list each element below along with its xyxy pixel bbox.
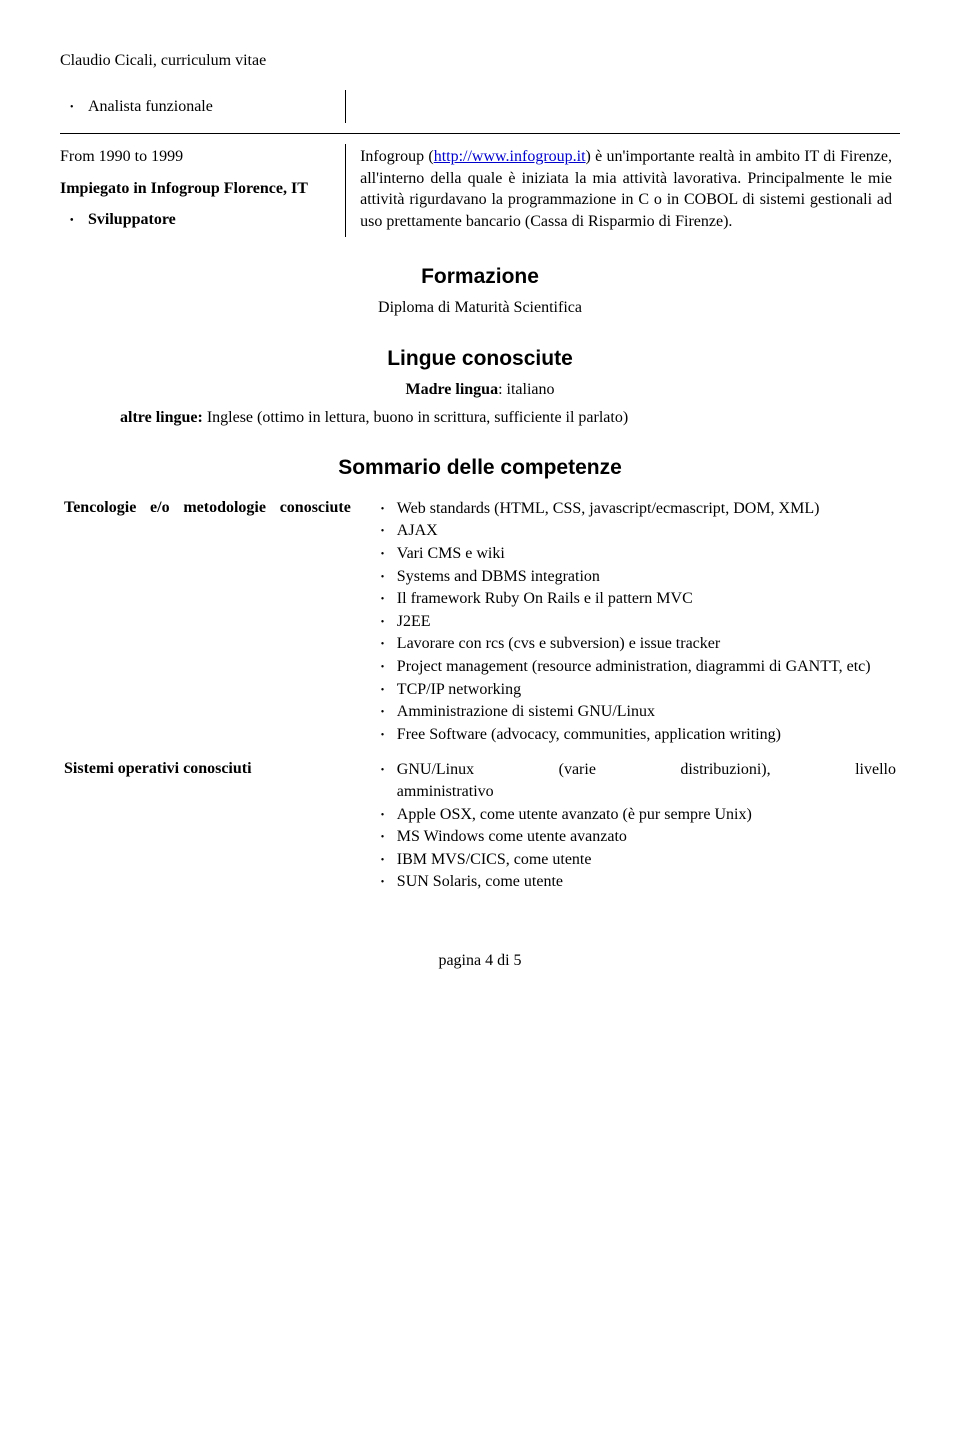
list-item: MS Windows come utente avanzato: [397, 826, 896, 848]
role-item: Analista funzionale: [88, 96, 331, 118]
list-item: TCP/IP networking: [397, 679, 896, 701]
altre-lingue: altre lingue: Inglese (ottimo in lettura…: [120, 407, 900, 429]
altre-value: Inglese (ottimo in lettura, buono in scr…: [203, 409, 628, 426]
list-item: Amministrazione di sistemi GNU/Linux: [397, 701, 896, 723]
sommario-heading: Sommario delle competenze: [60, 454, 900, 482]
list-item: Apple OSX, come utente avanzato (è pur s…: [397, 804, 896, 826]
list-item: J2EE: [397, 611, 896, 633]
altre-label: altre lingue:: [120, 409, 203, 426]
list-item: Systems and DBMS integration: [397, 566, 896, 588]
experience-block-top: Analista funzionale: [60, 90, 900, 124]
os-label: Sistemi operativi conosciuti: [60, 752, 371, 900]
separator: [60, 133, 900, 134]
madre-lingua: Madre lingua: italiano: [60, 379, 900, 401]
tech-list: Web standards (HTML, CSS, javascript/ecm…: [375, 498, 896, 746]
page-footer: pagina 4 di 5: [60, 950, 900, 972]
employer: Impiegato in Infogroup Florence, IT: [60, 178, 331, 200]
list-item: GNU/Linux (varie distribuzioni), livello…: [397, 759, 896, 802]
lingue-heading: Lingue conosciute: [60, 345, 900, 373]
list-item: Free Software (advocacy, communities, ap…: [397, 724, 896, 746]
list-item: Vari CMS e wiki: [397, 543, 896, 565]
formazione-line: Diploma di Maturità Scientifica: [60, 297, 900, 319]
formazione-heading: Formazione: [60, 263, 900, 291]
os-list: GNU/Linux (varie distribuzioni), livello…: [375, 759, 896, 893]
skills-table: Tencologie e/o metodologie conosciute We…: [60, 491, 900, 900]
list-item: IBM MVS/CICS, come utente: [397, 849, 896, 871]
period: From 1990 to 1999: [60, 146, 331, 168]
tech-label-text: Tencologie e/o metodologie conosciute: [64, 499, 351, 516]
list-item: Project management (resource administrat…: [397, 656, 896, 678]
list-item: Web standards (HTML, CSS, javascript/ecm…: [397, 498, 896, 520]
list-item: SUN Solaris, come utente: [397, 871, 896, 893]
tech-label: Tencologie e/o metodologie conosciute: [60, 491, 371, 753]
role-item: Sviluppatore: [88, 209, 331, 231]
madre-label: Madre lingua: [405, 381, 498, 398]
madre-value: : italiano: [498, 381, 554, 398]
desc-prefix: Infogroup (: [360, 148, 434, 165]
list-item: AJAX: [397, 520, 896, 542]
infogroup-link[interactable]: http://www.infogroup.it: [434, 148, 586, 165]
list-item: Il framework Ruby On Rails e il pattern …: [397, 588, 896, 610]
experience-block-infogroup: From 1990 to 1999 Impiegato in Infogroup…: [60, 144, 900, 237]
list-item: Lavorare con rcs (cvs e subversion) e is…: [397, 633, 896, 655]
document-header: Claudio Cicali, curriculum vitae: [60, 50, 900, 72]
